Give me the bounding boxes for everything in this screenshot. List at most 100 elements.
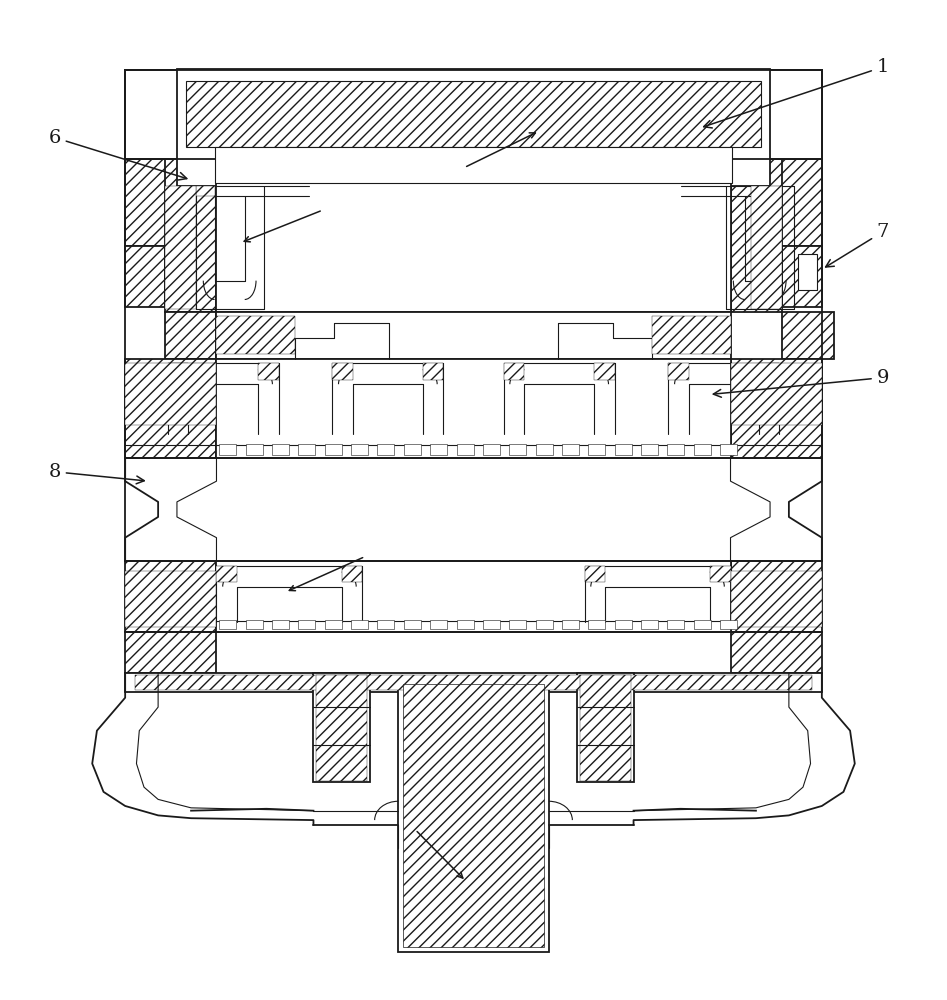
Bar: [430, 444, 447, 455]
Bar: [730, 561, 822, 632]
Bar: [134, 675, 813, 690]
Bar: [509, 620, 527, 629]
Bar: [430, 620, 447, 629]
Bar: [245, 620, 262, 629]
Bar: [125, 561, 217, 632]
Bar: [217, 316, 295, 354]
Bar: [298, 620, 315, 629]
Text: 7: 7: [826, 223, 889, 267]
Bar: [125, 571, 217, 627]
Bar: [720, 620, 737, 629]
Bar: [351, 620, 368, 629]
Bar: [378, 444, 394, 455]
Bar: [577, 673, 634, 782]
Bar: [422, 363, 443, 380]
Bar: [456, 444, 474, 455]
Bar: [217, 359, 730, 458]
Bar: [272, 444, 289, 455]
Bar: [217, 566, 237, 582]
Bar: [767, 159, 822, 246]
Text: 9: 9: [713, 369, 889, 397]
Bar: [562, 620, 579, 629]
Bar: [403, 444, 420, 455]
Bar: [168, 363, 188, 380]
Bar: [177, 69, 770, 186]
Bar: [730, 571, 822, 627]
Bar: [483, 620, 500, 629]
Bar: [325, 444, 342, 455]
Bar: [615, 620, 632, 629]
Bar: [258, 363, 278, 380]
Bar: [220, 620, 236, 629]
Bar: [730, 359, 822, 458]
Bar: [187, 81, 760, 147]
Bar: [694, 620, 711, 629]
Bar: [313, 673, 370, 782]
Bar: [403, 620, 420, 629]
Bar: [668, 620, 685, 629]
Bar: [125, 246, 165, 307]
Bar: [536, 620, 553, 629]
Bar: [652, 316, 730, 354]
Bar: [298, 444, 315, 455]
Bar: [720, 444, 737, 455]
Bar: [351, 444, 368, 455]
Bar: [782, 312, 834, 359]
Bar: [669, 363, 689, 380]
Bar: [272, 620, 289, 629]
Bar: [641, 444, 658, 455]
Bar: [398, 679, 549, 952]
Bar: [342, 566, 363, 582]
Bar: [316, 675, 367, 781]
Bar: [456, 620, 474, 629]
Bar: [767, 70, 822, 159]
Bar: [125, 632, 217, 673]
Bar: [509, 444, 527, 455]
Bar: [125, 159, 180, 246]
Bar: [196, 186, 215, 196]
Bar: [217, 312, 730, 359]
Bar: [710, 566, 730, 582]
Bar: [483, 444, 500, 455]
Bar: [588, 444, 605, 455]
Bar: [217, 156, 730, 312]
Bar: [245, 444, 262, 455]
Bar: [588, 620, 605, 629]
Bar: [125, 363, 217, 425]
Bar: [125, 70, 180, 159]
Bar: [165, 312, 217, 359]
Bar: [217, 561, 730, 632]
Bar: [165, 156, 217, 312]
Bar: [694, 444, 711, 455]
Bar: [325, 620, 342, 629]
Text: 8: 8: [48, 463, 144, 484]
Bar: [594, 363, 615, 380]
Bar: [584, 566, 605, 582]
Bar: [580, 675, 631, 781]
Text: 6: 6: [48, 129, 187, 180]
Bar: [730, 363, 822, 425]
Bar: [332, 363, 353, 380]
Bar: [782, 246, 822, 307]
Bar: [536, 444, 553, 455]
Bar: [798, 254, 817, 290]
Bar: [165, 186, 196, 309]
Bar: [378, 620, 394, 629]
Bar: [220, 444, 236, 455]
Text: 1: 1: [704, 58, 889, 128]
Bar: [125, 70, 822, 159]
Bar: [215, 147, 732, 183]
Bar: [562, 444, 579, 455]
Bar: [615, 444, 632, 455]
Bar: [125, 70, 822, 159]
Bar: [641, 620, 658, 629]
Bar: [751, 186, 782, 309]
Bar: [125, 359, 217, 458]
Bar: [504, 363, 525, 380]
Bar: [759, 363, 779, 380]
Bar: [668, 444, 685, 455]
Bar: [730, 632, 822, 673]
Bar: [125, 673, 822, 692]
Bar: [402, 684, 545, 947]
Bar: [730, 156, 782, 312]
